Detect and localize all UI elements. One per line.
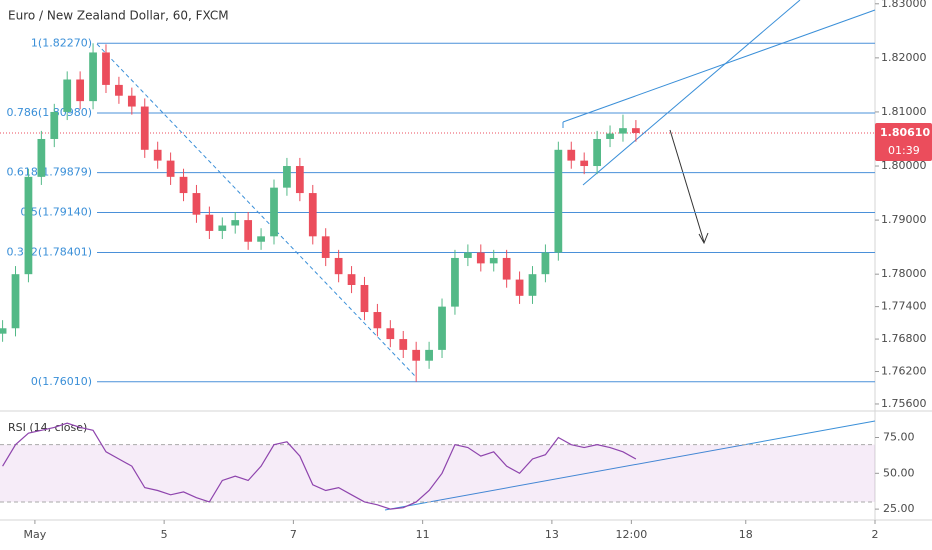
- chart-title: Euro / New Zealand Dollar, 60, FXCM: [8, 9, 229, 23]
- x-tick-label: 12:00: [616, 528, 648, 541]
- x-tick-label: 11: [416, 528, 430, 541]
- y-tick-label: 1.81000: [881, 105, 927, 118]
- fib-label: 0.618(1.79879): [6, 166, 92, 179]
- candle-body: [0, 328, 7, 334]
- y-tick-label: 1.76200: [881, 365, 927, 378]
- last-price-box: [875, 123, 932, 162]
- candle-body: [606, 133, 614, 139]
- arrow-head: [698, 232, 709, 245]
- candle-body: [231, 220, 240, 226]
- candle-body: [399, 339, 408, 350]
- candle-body: [37, 138, 46, 177]
- drawings: [96, 0, 876, 511]
- candle-body: [257, 236, 265, 242]
- candle-body: [334, 257, 343, 275]
- candle-body: [153, 149, 162, 161]
- y-tick-label: 1.76800: [881, 332, 927, 345]
- candle-body: [541, 252, 550, 275]
- candle-body: [412, 349, 421, 361]
- candle-body: [115, 84, 123, 96]
- candle-body: [76, 79, 85, 102]
- y-tick-label: 1.82000: [881, 51, 927, 64]
- candle-body: [50, 111, 59, 139]
- candle-body: [102, 52, 110, 85]
- x-tick-label: May: [24, 528, 47, 541]
- candle-body: [567, 149, 576, 161]
- candle-body: [619, 128, 627, 134]
- candle-body: [515, 279, 524, 296]
- candle-body: [89, 52, 97, 102]
- candle-body: [347, 274, 356, 285]
- last-price-label: 1.80610: [880, 126, 930, 139]
- candle-body: [166, 160, 175, 177]
- candle-body: [192, 193, 201, 215]
- candle-body: [451, 257, 459, 307]
- y-tick-label: 1.78000: [881, 267, 927, 280]
- candle-body: [580, 160, 589, 167]
- y-tick-label: 1.75600: [881, 397, 927, 410]
- candle-body: [283, 166, 291, 188]
- candle-body: [554, 149, 563, 253]
- candle-body: [373, 312, 382, 329]
- candle-body: [24, 176, 33, 275]
- candle-body: [140, 106, 149, 150]
- y-tick-label: 1.79000: [881, 213, 927, 226]
- y-tick-label: 50.00: [883, 466, 915, 479]
- candle-body: [179, 176, 188, 194]
- candle-body: [425, 349, 433, 361]
- candle-body: [386, 328, 395, 340]
- x-tick-label: 13: [545, 528, 559, 541]
- candle-body: [476, 252, 485, 264]
- y-tick-label: 1.80000: [881, 159, 927, 172]
- rsi-band: [0, 444, 875, 502]
- candle-body: [270, 187, 278, 237]
- candle-body: [502, 257, 511, 280]
- candle-body: [295, 166, 304, 194]
- candle-body: [127, 95, 136, 107]
- x-tick-label: 5: [161, 528, 168, 541]
- candle-body: [528, 274, 537, 296]
- candle-body: [63, 79, 72, 112]
- candle-body: [11, 274, 20, 329]
- indicator-title: RSI (14, close): [8, 421, 87, 434]
- candle-body: [632, 128, 640, 134]
- rsi-line: [2, 422, 637, 510]
- candle-body: [438, 306, 446, 350]
- y-tick-label: 1.83000: [881, 0, 927, 10]
- y-tick-label: 25.00: [883, 502, 915, 515]
- candle-body: [205, 214, 214, 231]
- fib-label: 0.5(1.79140): [20, 206, 92, 219]
- x-tick-label: 7: [290, 528, 297, 541]
- x-tick-label: 18: [739, 528, 753, 541]
- y-tick-label: 75.00: [883, 430, 915, 443]
- fib-label: 0.382(1.78401): [6, 245, 92, 258]
- candle-body: [360, 284, 369, 313]
- trend-line: [582, 0, 801, 186]
- countdown: 01:39: [888, 144, 920, 157]
- arrow: [669, 129, 705, 243]
- y-tick-label: 1.77400: [881, 300, 927, 313]
- candle-body: [463, 252, 472, 258]
- candle-body: [593, 138, 601, 167]
- fib-label: 1(1.82270): [31, 36, 92, 49]
- fib-label: 0.786(1.80980): [6, 106, 92, 119]
- candle-body: [489, 257, 498, 264]
- trend-line: [562, 9, 876, 123]
- candle-body: [321, 236, 330, 258]
- candle-body: [244, 220, 253, 242]
- candle-body: [218, 225, 227, 231]
- fib-label: 0(1.76010): [31, 375, 92, 388]
- candle-body: [308, 193, 317, 237]
- x-tick-label: 2: [872, 528, 879, 541]
- rsi-trend-line: [384, 420, 876, 511]
